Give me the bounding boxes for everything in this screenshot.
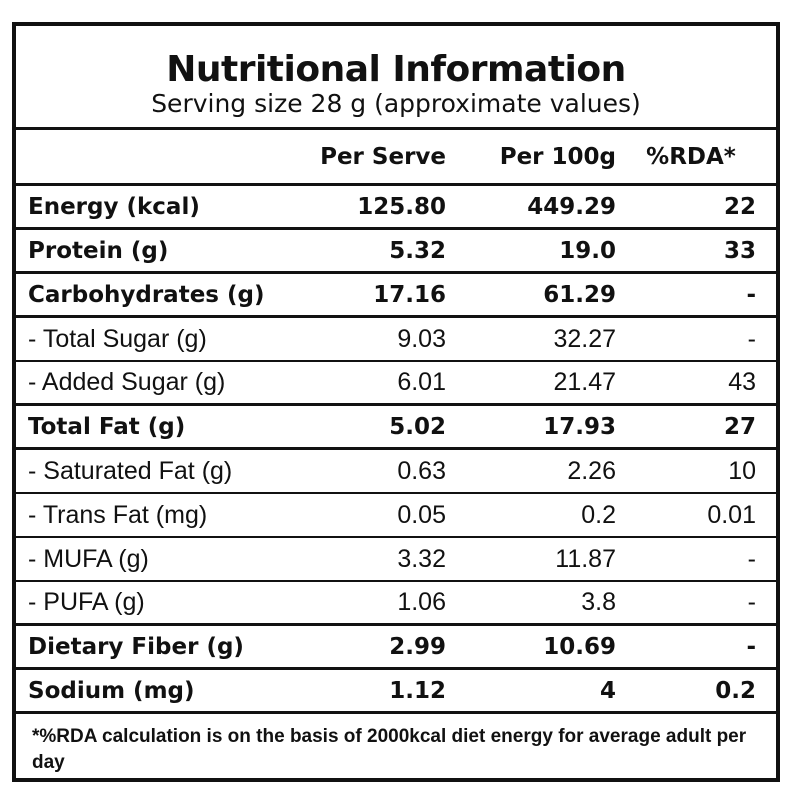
page-title: Nutritional Information — [166, 49, 626, 90]
nutrient-label: - Total Sugar (g) — [28, 324, 207, 353]
nutrient-label: Protein (g) — [28, 237, 169, 264]
nutrient-label: - MUFA (g) — [28, 544, 149, 573]
nutrition-panel: Nutritional Information Serving size 28 … — [12, 22, 780, 782]
table-row: - MUFA (g) 3.32 11.87 - — [16, 538, 776, 582]
per-100g-value: 3.8 — [581, 588, 616, 616]
rda-value: 10 — [728, 456, 756, 485]
per-100g-value: 32.27 — [553, 324, 616, 353]
nutrient-rows: Energy (kcal) 125.80 449.29 22 Protein (g) 5.… — [16, 186, 776, 714]
per-serve-value: 125.80 — [357, 193, 446, 220]
rda-value: - — [746, 281, 756, 308]
per-100g-value: 0.2 — [581, 500, 616, 529]
per-100g-value: 4 — [599, 677, 616, 704]
table-header: Nutritional Information Serving size 28 … — [16, 26, 776, 130]
table-row: - Saturated Fat (g) 0.63 2.26 10 — [16, 450, 776, 494]
rda-footnote: *%RDA calculation is on the basis of 200… — [32, 726, 747, 773]
per-serve-value: 0.05 — [397, 500, 446, 529]
table-row: Total Fat (g) 5.02 17.93 27 — [16, 406, 776, 450]
rda-value: 0.01 — [707, 500, 756, 529]
table-row: - Trans Fat (mg) 0.05 0.2 0.01 — [16, 494, 776, 538]
per-serve-value: 17.16 — [373, 281, 446, 308]
per-serve-value: 0.63 — [397, 456, 446, 485]
table-row: Carbohydrates (g) 17.16 61.29 - — [16, 274, 776, 318]
rda-value: - — [747, 544, 756, 573]
column-header-per-100g: Per 100g — [499, 143, 616, 170]
rda-value: 33 — [723, 237, 756, 264]
rda-value: 22 — [723, 193, 756, 220]
nutrient-label: - Trans Fat (mg) — [28, 500, 208, 529]
nutrient-label: - Saturated Fat (g) — [28, 456, 233, 485]
table-row: Sodium (mg) 1.12 4 0.2 — [16, 670, 776, 714]
table-row: - Added Sugar (g) 6.01 21.47 43 — [16, 362, 776, 406]
column-header-per-serve: Per Serve — [320, 143, 446, 170]
rda-value: - — [747, 324, 756, 353]
per-serve-value: 1.06 — [397, 588, 446, 616]
per-100g-value: 449.29 — [527, 193, 616, 220]
nutrient-label: Total Fat (g) — [28, 413, 186, 440]
per-serve-value: 3.32 — [397, 544, 446, 573]
rda-value: - — [746, 633, 756, 660]
nutrient-label: - Added Sugar (g) — [28, 368, 226, 396]
nutrient-label: Energy (kcal) — [28, 193, 200, 220]
per-100g-value: 11.87 — [555, 544, 616, 573]
per-serve-value: 1.12 — [389, 677, 446, 704]
table-row: Energy (kcal) 125.80 449.29 22 — [16, 186, 776, 230]
per-serve-value: 6.01 — [397, 368, 446, 396]
table-row: Dietary Fiber (g) 2.99 10.69 - — [16, 626, 776, 670]
rda-value: 43 — [728, 368, 756, 396]
per-100g-value: 19.0 — [559, 237, 616, 264]
column-header-rda: %RDA* — [646, 143, 736, 170]
serving-size: Serving size 28 g (approximate values) — [151, 89, 641, 118]
per-serve-value: 5.02 — [389, 413, 446, 440]
rda-value: 0.2 — [715, 677, 756, 704]
per-100g-value: 10.69 — [543, 633, 616, 660]
per-100g-value: 2.26 — [567, 456, 616, 485]
per-100g-value: 21.47 — [553, 368, 616, 396]
nutrient-label: Sodium (mg) — [28, 677, 195, 704]
nutrient-label: - PUFA (g) — [28, 588, 145, 616]
per-100g-value: 17.93 — [543, 413, 616, 440]
per-serve-value: 9.03 — [397, 324, 446, 353]
rda-value: 27 — [723, 413, 756, 440]
nutrient-label: Dietary Fiber (g) — [28, 633, 244, 660]
table-row: - Total Sugar (g) 9.03 32.27 - — [16, 318, 776, 362]
rda-value: - — [747, 588, 756, 616]
per-serve-value: 5.32 — [389, 237, 446, 264]
per-serve-value: 2.99 — [389, 633, 446, 660]
table-row: - PUFA (g) 1.06 3.8 - — [16, 582, 776, 626]
column-headers: Per Serve Per 100g %RDA* — [16, 130, 776, 186]
table-row: Protein (g) 5.32 19.0 33 — [16, 230, 776, 274]
per-100g-value: 61.29 — [543, 281, 616, 308]
nutrient-label: Carbohydrates (g) — [28, 281, 265, 308]
